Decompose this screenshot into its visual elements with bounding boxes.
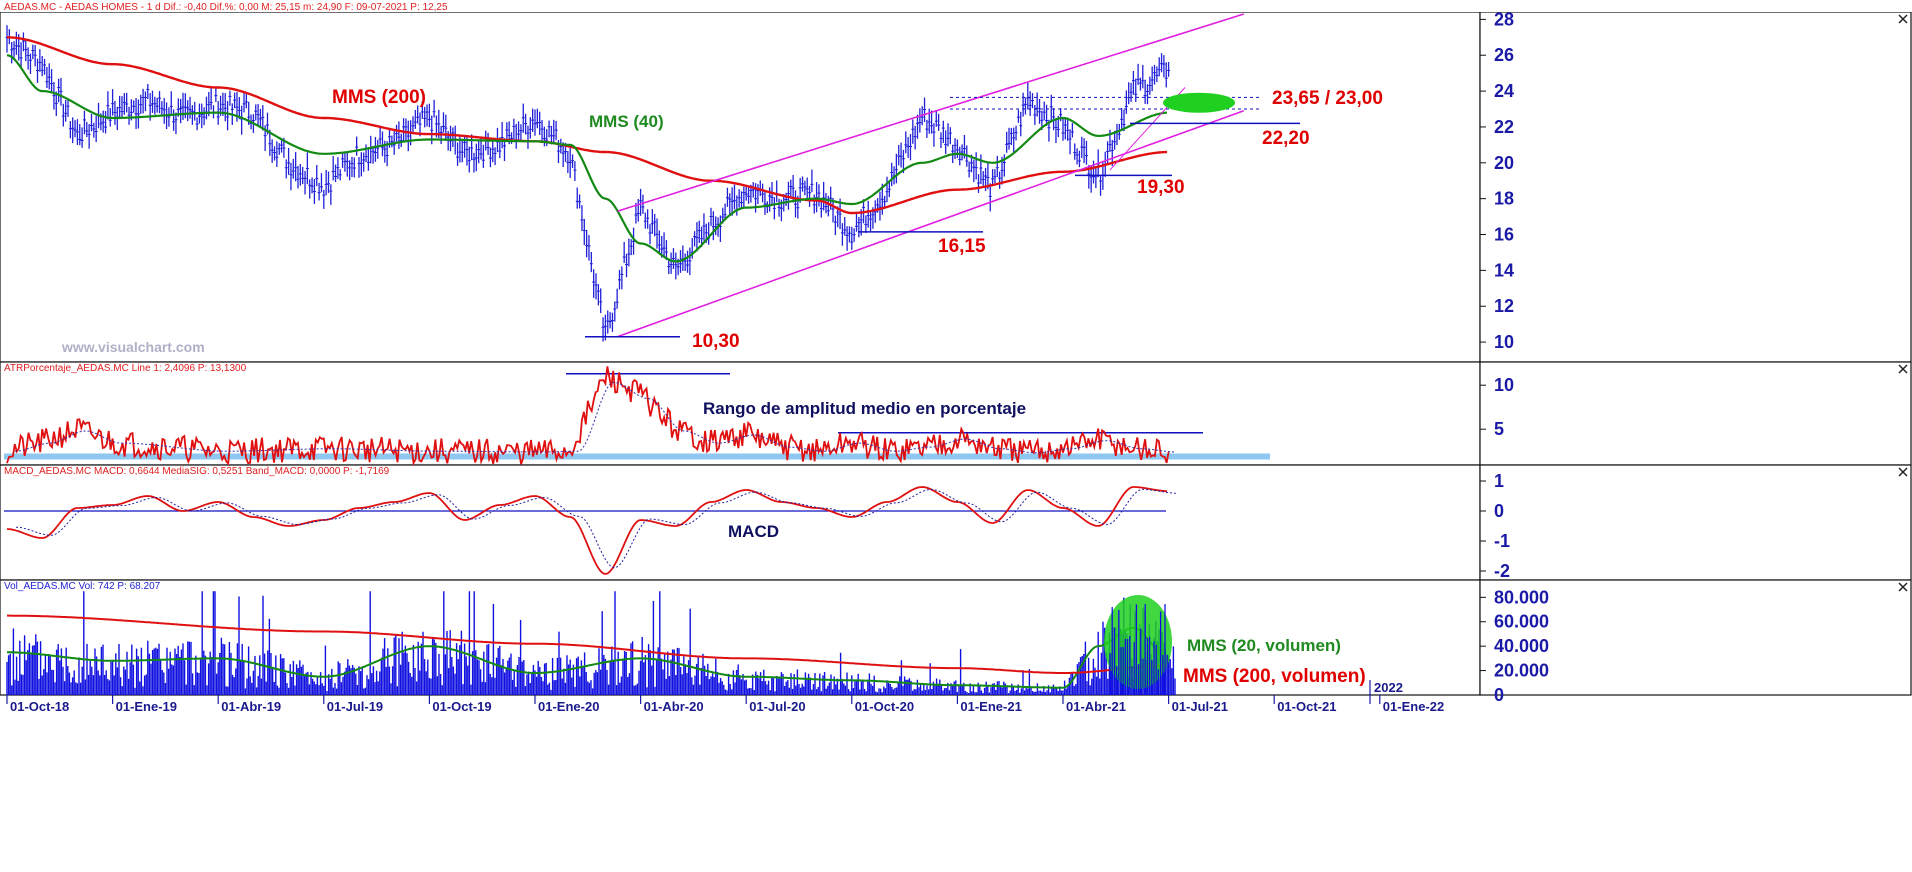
axis-strip-vol [1479, 579, 1912, 696]
volume-ma20-line [7, 626, 1168, 689]
y-tick-label: 20 [1494, 153, 1514, 173]
header-strip [0, 0, 1912, 12]
ma40-line [6, 54, 1168, 263]
y-tick-label: 40.000 [1494, 636, 1549, 656]
panel-macd [0, 464, 1481, 581]
panel-atr [0, 361, 1481, 466]
date-tick-label: 01-Oct-20 [855, 699, 914, 714]
y-tick-label: 0 [1494, 685, 1504, 705]
date-tick-label: 01-Oct-18 [10, 699, 69, 714]
vol-ma20-label: MMS (20, volumen) [1187, 636, 1341, 655]
low-label: 10,30 [692, 331, 740, 352]
macd-line [6, 486, 1168, 575]
date-tick-label: 01-Ene-19 [116, 699, 177, 714]
macd-signal-line [15, 488, 1177, 569]
y-tick-label: 16 [1494, 225, 1514, 245]
level-label: 22,20 [1262, 128, 1310, 149]
volume-ma200-line [7, 614, 1167, 674]
volume-panel-header: Vol_AEDAS.MC Vol: 742 P: 68.207 [4, 581, 161, 592]
ma200-label: MMS (200) [332, 87, 426, 108]
date-tick-label: 01-Jul-20 [749, 699, 805, 714]
y-tick-label: 22 [1494, 117, 1514, 137]
y-tick-label: 10 [1494, 375, 1514, 395]
axis-strip-macd [1479, 464, 1912, 581]
price-panel-header: AEDAS.MC - AEDAS HOMES - 1 d Dif.: -0,40… [4, 2, 448, 13]
date-tick-label: 01-Abr-19 [221, 699, 281, 714]
panel-price [0, 11, 1481, 363]
vol-ma200-label: MMS (200, volumen) [1183, 666, 1366, 687]
support2-label: 16,15 [938, 236, 986, 257]
close-icon[interactable] [1898, 467, 1908, 477]
channel-upper-line [617, 13, 1245, 212]
date-tick-label: 01-Ene-20 [538, 699, 599, 714]
y-tick-label: 18 [1494, 189, 1514, 209]
close-icon-stroke[interactable] [1898, 467, 1908, 477]
date-tick-label: 01-Oct-19 [432, 699, 491, 714]
y-tick-label: 5 [1494, 419, 1504, 439]
y-tick-label: -1 [1494, 531, 1510, 551]
atr-signal-line [14, 381, 1176, 454]
close-icon[interactable] [1898, 14, 1908, 24]
ma40-label: MMS (40) [589, 112, 664, 131]
watermark-text: www.visualchart.com [61, 339, 205, 355]
date-tick-label: 01-Abr-20 [644, 699, 704, 714]
date-tick-label: 01-Jul-21 [1172, 699, 1228, 714]
atr-line [6, 366, 1170, 466]
y-tick-label: 20.000 [1494, 661, 1549, 681]
date-tick-label: 01-Jul-19 [327, 699, 383, 714]
y-tick-label: 24 [1494, 81, 1514, 101]
close-icon[interactable] [1898, 364, 1908, 374]
channel-lower-line [617, 110, 1245, 338]
y-tick-label: 12 [1494, 296, 1514, 316]
support3-label: 19,30 [1137, 177, 1185, 198]
y-tick-label: 60.000 [1494, 612, 1549, 632]
macd-annotation: MACD [728, 522, 779, 541]
ma200-line [7, 36, 1167, 215]
y-tick-label: 26 [1494, 45, 1514, 65]
atr-panel-header: ATRPorcentaje_AEDAS.MC Line 1: 2,4096 P:… [4, 363, 247, 374]
date-tick-label: 01-Abr-21 [1066, 699, 1126, 714]
close-icon-stroke[interactable] [1898, 364, 1908, 374]
date-tick-label: 01-Oct-21 [1277, 699, 1336, 714]
axis-strip-price [1479, 11, 1912, 363]
y-tick-label: 1 [1494, 471, 1504, 491]
y-tick-label: 80.000 [1494, 587, 1549, 607]
date-tick-label: 01-Ene-21 [960, 699, 1021, 714]
axis-strip-atr [1479, 361, 1912, 466]
target-highlight [1163, 92, 1235, 113]
close-icon-stroke[interactable] [1898, 582, 1908, 592]
y-tick-label: 14 [1494, 260, 1514, 280]
close-icon-stroke[interactable] [1898, 14, 1908, 24]
atr-annotation: Rango de amplitud medio en porcentaje [703, 399, 1026, 418]
y-tick-label: 0 [1494, 501, 1504, 521]
y-tick-label: -2 [1494, 561, 1510, 581]
y-tick-label: 10 [1494, 332, 1514, 352]
atr-baseline-band [4, 453, 1270, 460]
macd-panel-header: MACD_AEDAS.MC MACD: 0,6644 MediaSIG: 0,5… [4, 466, 390, 477]
y-tick-label: 28 [1494, 9, 1514, 29]
resistance-label: 23,65 / 23,00 [1272, 88, 1383, 109]
year-marker-label: 2022 [1374, 680, 1403, 695]
close-icon[interactable] [1898, 582, 1908, 592]
date-tick-label: 01-Ene-22 [1383, 699, 1444, 714]
